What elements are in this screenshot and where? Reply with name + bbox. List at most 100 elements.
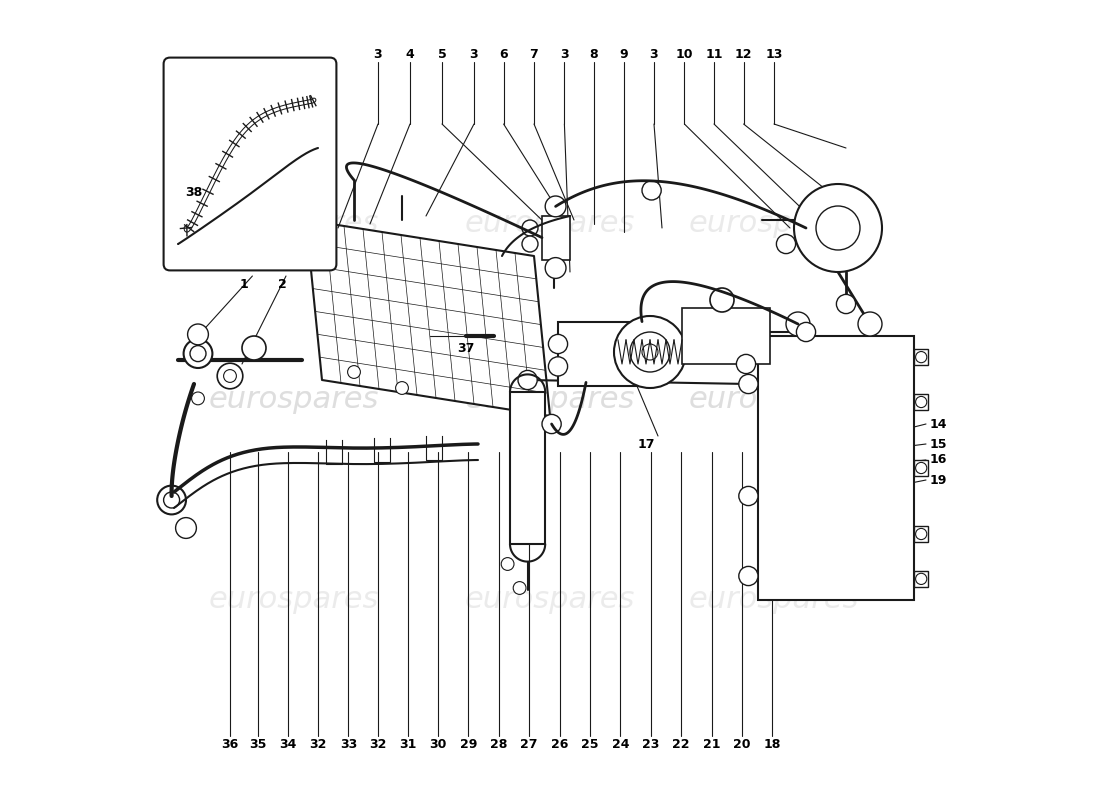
Text: 11: 11 bbox=[705, 48, 723, 61]
Text: 3: 3 bbox=[560, 48, 569, 61]
Text: eurospares: eurospares bbox=[689, 386, 859, 414]
Text: 15: 15 bbox=[930, 438, 947, 450]
Text: 6: 6 bbox=[499, 48, 508, 61]
Circle shape bbox=[786, 312, 810, 336]
Circle shape bbox=[549, 357, 568, 376]
Text: 2: 2 bbox=[277, 278, 286, 290]
Circle shape bbox=[546, 196, 566, 217]
Bar bbox=[558, 322, 638, 386]
Circle shape bbox=[157, 486, 186, 514]
Circle shape bbox=[858, 312, 882, 336]
Text: eurospares: eurospares bbox=[465, 386, 635, 414]
Circle shape bbox=[915, 574, 927, 585]
Text: 37: 37 bbox=[458, 342, 475, 354]
Circle shape bbox=[188, 324, 208, 345]
Text: eurospares: eurospares bbox=[209, 210, 380, 238]
Text: eurospares: eurospares bbox=[209, 586, 380, 614]
Text: 31: 31 bbox=[399, 738, 416, 750]
Text: 13: 13 bbox=[766, 48, 783, 61]
Circle shape bbox=[164, 492, 179, 508]
Polygon shape bbox=[306, 220, 550, 416]
Bar bbox=[914, 526, 928, 542]
Circle shape bbox=[217, 363, 243, 389]
Circle shape bbox=[522, 220, 538, 236]
Circle shape bbox=[630, 332, 670, 372]
Circle shape bbox=[816, 206, 860, 250]
Text: 17: 17 bbox=[637, 438, 654, 450]
Circle shape bbox=[777, 234, 795, 254]
Text: eurospares: eurospares bbox=[689, 210, 859, 238]
Bar bbox=[510, 392, 546, 544]
Circle shape bbox=[739, 374, 758, 394]
Text: 22: 22 bbox=[672, 738, 690, 750]
Text: eurospares: eurospares bbox=[465, 386, 635, 414]
Circle shape bbox=[614, 316, 686, 388]
Text: 21: 21 bbox=[703, 738, 720, 750]
Circle shape bbox=[642, 181, 661, 200]
Text: 35: 35 bbox=[250, 738, 266, 750]
Circle shape bbox=[915, 396, 927, 407]
Text: 26: 26 bbox=[551, 738, 569, 750]
Text: 32: 32 bbox=[370, 738, 387, 750]
Text: 28: 28 bbox=[491, 738, 507, 750]
Circle shape bbox=[794, 184, 882, 272]
Text: 33: 33 bbox=[340, 738, 358, 750]
Circle shape bbox=[796, 322, 815, 342]
Text: 12: 12 bbox=[735, 48, 752, 61]
Text: 4: 4 bbox=[406, 48, 415, 61]
Text: 32: 32 bbox=[309, 738, 327, 750]
Circle shape bbox=[242, 336, 266, 360]
Text: eurospares: eurospares bbox=[689, 386, 859, 414]
Text: 3: 3 bbox=[374, 48, 383, 61]
Text: 38: 38 bbox=[186, 186, 202, 198]
Circle shape bbox=[176, 518, 197, 538]
Circle shape bbox=[915, 462, 927, 474]
FancyBboxPatch shape bbox=[164, 58, 337, 270]
Text: eurospares: eurospares bbox=[209, 386, 380, 414]
Text: 7: 7 bbox=[529, 48, 538, 61]
Text: 24: 24 bbox=[612, 738, 629, 750]
Circle shape bbox=[502, 558, 514, 570]
Circle shape bbox=[836, 294, 856, 314]
Circle shape bbox=[190, 346, 206, 362]
Circle shape bbox=[546, 258, 566, 278]
Text: 9: 9 bbox=[619, 48, 628, 61]
Text: 29: 29 bbox=[460, 738, 477, 750]
Circle shape bbox=[223, 370, 236, 382]
Circle shape bbox=[642, 344, 658, 360]
Circle shape bbox=[915, 351, 927, 362]
Text: 16: 16 bbox=[930, 454, 947, 466]
Circle shape bbox=[312, 94, 323, 106]
Bar bbox=[758, 336, 914, 600]
Text: eurospares: eurospares bbox=[209, 386, 380, 414]
Circle shape bbox=[549, 334, 568, 354]
Text: 34: 34 bbox=[279, 738, 296, 750]
Text: 18: 18 bbox=[763, 738, 781, 750]
Circle shape bbox=[191, 392, 205, 405]
Bar bbox=[914, 394, 928, 410]
Circle shape bbox=[348, 366, 361, 378]
Text: 20: 20 bbox=[734, 738, 750, 750]
Text: 3: 3 bbox=[470, 48, 478, 61]
Text: 5: 5 bbox=[438, 48, 447, 61]
Circle shape bbox=[915, 528, 927, 540]
Text: 10: 10 bbox=[675, 48, 693, 61]
Circle shape bbox=[710, 288, 734, 312]
Text: eurospares: eurospares bbox=[689, 586, 859, 614]
Text: eurospares: eurospares bbox=[465, 210, 635, 238]
Text: 14: 14 bbox=[930, 418, 947, 430]
Text: eurospares: eurospares bbox=[465, 586, 635, 614]
Circle shape bbox=[307, 89, 329, 111]
Circle shape bbox=[396, 382, 408, 394]
Bar bbox=[682, 308, 770, 364]
Bar bbox=[914, 460, 928, 476]
Text: 8: 8 bbox=[590, 48, 598, 61]
Circle shape bbox=[518, 370, 537, 390]
Circle shape bbox=[522, 236, 538, 252]
Text: 1: 1 bbox=[240, 278, 249, 290]
Text: 36: 36 bbox=[221, 738, 239, 750]
Circle shape bbox=[736, 354, 756, 374]
Text: 23: 23 bbox=[642, 738, 660, 750]
Circle shape bbox=[739, 486, 758, 506]
Circle shape bbox=[542, 414, 561, 434]
